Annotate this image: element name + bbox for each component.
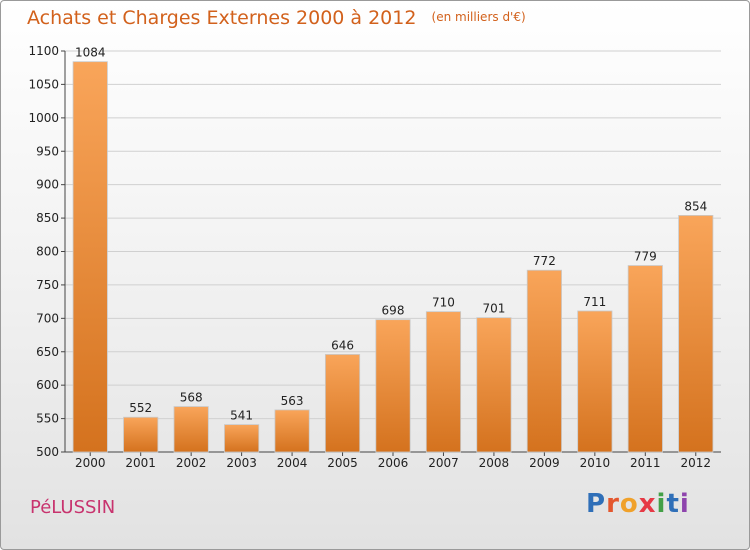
bar-2007 [425,311,462,453]
value-label: 552 [129,401,152,415]
value-label: 710 [432,296,455,310]
value-label: 779 [634,250,657,264]
logo-letter: i [656,489,667,519]
bar-2012 [678,215,714,453]
bar-2008 [476,317,512,453]
value-label: 541 [230,409,253,423]
y-tick-label: 950 [36,144,59,158]
bar-2003 [224,424,260,453]
bars [72,61,714,453]
proxiti-logo[interactable]: Proxiti [586,489,690,519]
logo-letter: t [666,489,680,519]
chart-subtitle: (en milliers d'€) [431,10,526,24]
logo-letter: x [638,489,657,519]
value-label: 646 [331,338,354,352]
x-tick-label: 2005 [327,456,358,470]
y-tick-label: 900 [36,178,59,192]
bar-2004 [274,409,310,453]
title-row: Achats et Charges Externes 2000 à 2012 (… [27,7,526,29]
x-tick-label: 2006 [378,456,409,470]
value-label: 772 [533,254,556,268]
y-tick-label: 850 [36,211,59,225]
x-tick-label: 2011 [630,456,661,470]
y-tick-label: 550 [36,412,59,426]
y-tick-label: 1100 [28,44,59,58]
x-tick-label: 2012 [680,456,711,470]
y-tick-label: 600 [36,378,59,392]
value-label: 563 [281,394,304,408]
y-tick-label: 650 [36,345,59,359]
place-name: PéLUSSIN [30,497,116,518]
labels: 500 550 600 650 700 750 800 850 900 950 1000 1050 11… [28,44,711,470]
y-tick-label: 1050 [28,77,59,91]
bar-2011 [627,265,663,453]
value-label: 711 [583,295,606,309]
bar-2000 [72,61,108,453]
bar-2006 [375,319,411,453]
value-label: 698 [382,304,405,318]
x-tick-label: 2004 [277,456,308,470]
logo-letter: i [679,489,690,519]
x-tick-label: 2008 [479,456,510,470]
y-tick-label: 750 [36,278,59,292]
x-tick-label: 2001 [125,456,156,470]
x-tick-label: 2007 [428,456,459,470]
x-tick-label: 2009 [529,456,560,470]
logo-letter: r [606,489,620,519]
value-label: 1084 [75,46,106,60]
logo-letter: o [619,489,639,519]
value-label: 854 [684,199,707,213]
value-label: 701 [482,302,505,316]
x-tick-label: 2002 [176,456,207,470]
x-tick-label: 2010 [580,456,611,470]
bar-2002 [173,406,209,453]
chart-title: Achats et Charges Externes 2000 à 2012 [27,7,417,29]
y-tick-label: 1000 [28,111,59,125]
y-tick-label: 700 [36,311,59,325]
bar-2001 [123,416,159,453]
x-tick-label: 2003 [226,456,257,470]
bar-2009 [526,269,562,453]
x-tick-label: 2000 [75,456,106,470]
y-tick-label: 800 [36,245,59,259]
bar-2005 [324,354,361,453]
logo-letter: P [586,489,607,519]
value-label: 568 [180,391,203,405]
y-tick-label: 500 [36,445,59,459]
bar-2010 [577,310,613,453]
